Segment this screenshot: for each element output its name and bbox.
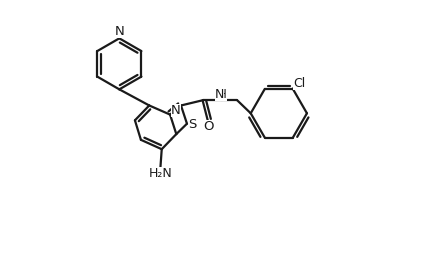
Text: H: H bbox=[218, 88, 226, 101]
Text: O: O bbox=[203, 120, 214, 133]
Text: Cl: Cl bbox=[292, 77, 304, 90]
Text: N: N bbox=[170, 104, 180, 118]
Text: H₂N: H₂N bbox=[148, 168, 172, 180]
Text: S: S bbox=[188, 118, 196, 131]
Text: N: N bbox=[114, 24, 124, 38]
Text: N: N bbox=[214, 88, 224, 101]
